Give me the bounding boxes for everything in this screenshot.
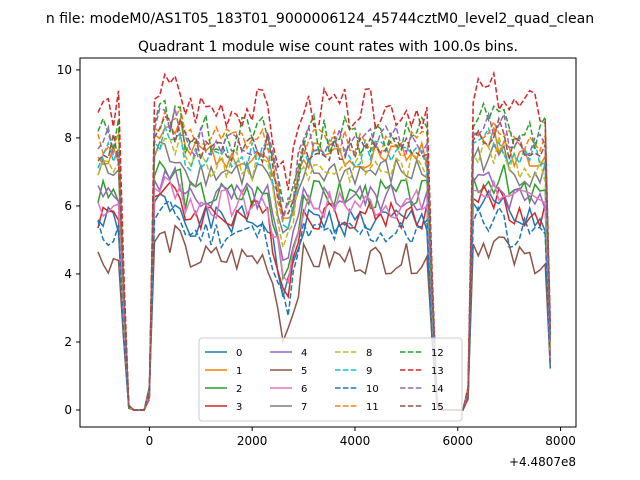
y-tick-label: 4 [64,267,72,281]
series-line-8 [97,132,552,411]
legend-label-15: 15 [431,402,444,413]
series-line-3 [97,181,552,411]
legend-label-0: 0 [236,348,242,359]
legend-box [198,337,463,422]
series-line-4 [97,165,552,411]
x-axis: 0 2000 4000 6000 8000 [146,427,576,448]
legend-label-14: 14 [431,384,444,395]
axes-frame [79,57,577,428]
series-line-7 [97,141,552,411]
series-line-2 [97,160,552,411]
legend-label-4: 4 [301,348,307,359]
legend-label-7: 7 [301,402,307,413]
legend-label-12: 12 [431,348,444,359]
x-tick-label: 0 [146,434,154,448]
series-line-6 [97,175,552,411]
legend-label-5: 5 [301,366,307,377]
legend-label-3: 3 [236,402,242,413]
legend-label-1: 1 [236,366,242,377]
legend-label-11: 11 [366,402,379,413]
series-line-10 [97,199,552,411]
x-axis-offset-label: +4.4807e8 [509,455,576,469]
legend-label-6: 6 [301,384,307,395]
y-tick-label: 8 [64,131,72,145]
figure-suptitle: n file: modeM0/AS1T05_183T01_9000006124_… [46,11,594,27]
y-tick-label: 10 [57,63,72,77]
legend-label-13: 13 [431,366,444,377]
y-tick-label: 6 [64,199,72,213]
series-line-13 [97,70,552,411]
plot-area [97,70,552,411]
series-line-0 [97,189,552,411]
x-tick-label: 8000 [545,434,576,448]
y-axis: 0 2 4 6 8 10 [57,63,80,417]
series-line-5 [97,224,552,411]
x-tick-label: 6000 [443,434,474,448]
x-tick-label: 2000 [237,434,268,448]
series-line-15 [97,115,552,411]
legend-label-8: 8 [366,348,372,359]
series-line-11 [97,104,552,411]
legend-label-2: 2 [236,384,242,395]
legend-label-10: 10 [366,384,379,395]
series-line-12 [97,99,552,411]
series-line-14 [97,107,552,411]
legend-label-9: 9 [366,366,372,377]
y-tick-label: 2 [64,335,72,349]
x-tick-label: 4000 [340,434,371,448]
chart-title: Quadrant 1 module wise count rates with … [138,39,518,55]
y-tick-label: 0 [64,403,72,417]
